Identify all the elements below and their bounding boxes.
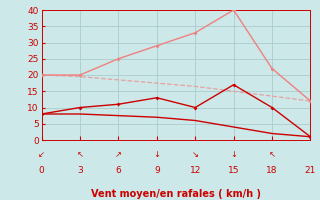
Text: ↓: ↓ — [230, 150, 237, 159]
Text: ↙: ↙ — [38, 150, 45, 159]
Text: 6: 6 — [116, 166, 121, 175]
Text: 9: 9 — [154, 166, 160, 175]
Text: 0: 0 — [39, 166, 44, 175]
Text: 12: 12 — [189, 166, 201, 175]
Text: 3: 3 — [77, 166, 83, 175]
Text: 15: 15 — [228, 166, 239, 175]
Text: ↓: ↓ — [153, 150, 160, 159]
Text: ↘: ↘ — [192, 150, 199, 159]
Text: 18: 18 — [266, 166, 278, 175]
Text: 21: 21 — [305, 166, 316, 175]
Text: ↖: ↖ — [76, 150, 84, 159]
Text: ↗: ↗ — [115, 150, 122, 159]
Text: Vent moyen/en rafales ( km/h ): Vent moyen/en rafales ( km/h ) — [91, 189, 261, 199]
Text: ↖: ↖ — [268, 150, 276, 159]
